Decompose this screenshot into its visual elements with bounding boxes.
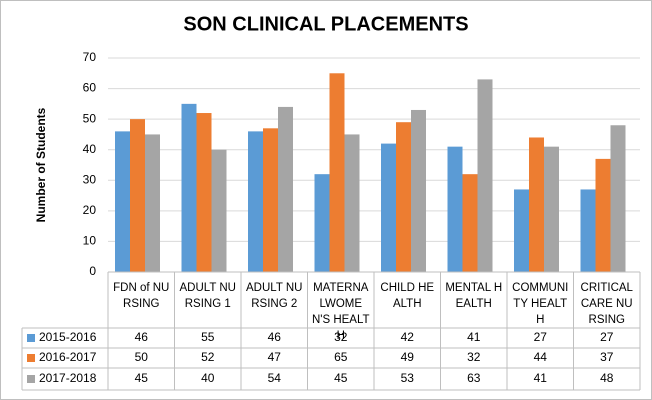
table-value: 32 (467, 350, 481, 364)
bar (344, 134, 360, 272)
legend-swatch (27, 375, 35, 383)
category-label: FDN of NURSING (113, 282, 170, 310)
legend-swatch (27, 334, 35, 342)
legend-label: 2016-2017 (39, 350, 97, 364)
category-label: COMMUNITY HEALTH (512, 282, 569, 326)
table-value: 53 (401, 371, 415, 385)
table-value: 40 (201, 371, 215, 385)
table-value: 52 (201, 350, 215, 364)
table-value: 55 (201, 330, 215, 344)
category-label: MATERNALWOMEN'S HEALTH (311, 282, 370, 342)
table-value: 47 (268, 350, 282, 364)
category-label: MENTAL HEALTH (445, 282, 503, 310)
bar (145, 134, 160, 272)
table-value: 45 (135, 371, 149, 385)
table-value: 45 (334, 371, 348, 385)
chart-title: SON CLINICAL PLACEMENTS (183, 13, 468, 35)
bar (263, 128, 278, 272)
table-value: 46 (268, 330, 282, 344)
bar (514, 189, 529, 272)
legend-label: 2017-2018 (39, 371, 97, 385)
bar (544, 146, 559, 272)
bar (196, 113, 212, 273)
table-value: 37 (600, 350, 614, 364)
bar (595, 158, 611, 272)
bar (462, 174, 478, 272)
bar (580, 189, 596, 272)
bar (610, 125, 626, 272)
table-value: 46 (135, 330, 149, 344)
bar (381, 143, 396, 272)
category-label: ADULT NURSING 2 (246, 282, 303, 310)
y-axis-label: Number of Students (34, 107, 48, 222)
y-tick-label: 70 (83, 50, 97, 64)
table-value: 27 (534, 330, 548, 344)
bar (278, 106, 293, 273)
bar (115, 131, 130, 272)
category-label: ADULT NURSING 1 (179, 282, 236, 310)
y-tick-label: 0 (89, 264, 96, 278)
category-label: CRITICAL CARE NURSING (580, 282, 633, 326)
table-value: 32 (334, 330, 348, 344)
table-value: 65 (334, 350, 348, 364)
bar (447, 146, 463, 272)
y-tick-label: 50 (83, 111, 97, 125)
table-value: 44 (534, 350, 548, 364)
category-label: CHILD HEALTH (380, 282, 435, 310)
legend-swatch (27, 354, 35, 362)
bar (181, 103, 197, 272)
bar (529, 137, 544, 272)
bar (314, 174, 330, 272)
table-value: 63 (467, 371, 481, 385)
bar (211, 149, 227, 272)
table-value: 48 (600, 371, 614, 385)
table-value: 41 (534, 371, 548, 385)
y-tick-label: 10 (83, 234, 97, 248)
table-value: 42 (401, 330, 415, 344)
bar (248, 131, 263, 272)
bar (411, 109, 426, 272)
table-value: 27 (600, 330, 614, 344)
bar (396, 122, 411, 272)
y-tick-label: 40 (83, 142, 97, 156)
table-value: 54 (268, 371, 282, 385)
bar (329, 73, 345, 273)
table-value: 49 (401, 350, 415, 364)
legend-label: 2015-2016 (39, 330, 97, 344)
y-tick-label: 20 (83, 203, 97, 217)
y-tick-label: 30 (83, 172, 97, 186)
y-tick-label: 60 (83, 81, 97, 95)
bar (130, 119, 145, 273)
table-value: 41 (467, 330, 481, 344)
bar (477, 79, 493, 273)
table-value: 50 (135, 350, 149, 364)
